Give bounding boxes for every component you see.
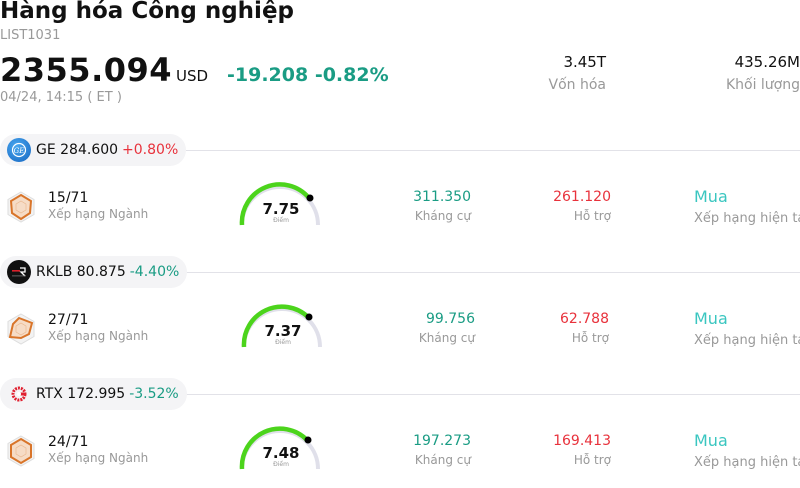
industry-rank: 24/71 [48, 434, 89, 450]
support-value: 62.788 [560, 311, 609, 327]
divider [186, 394, 800, 395]
resistance-value: 311.350 [413, 189, 471, 205]
stock-symbol-price: RTX 172.995 [36, 386, 126, 402]
rklb-logo-icon [7, 260, 31, 284]
score-gauge [241, 304, 322, 348]
resistance-value: 99.756 [426, 311, 475, 327]
resistance-label: Kháng cự [418, 331, 475, 345]
score-label: Điểm [273, 461, 289, 468]
support-value: 169.413 [553, 433, 611, 449]
support-label: Hỗ trợ [571, 331, 609, 345]
score-gauge [239, 182, 320, 226]
current-rating: Mua [694, 309, 728, 328]
index-change: -19.208 -0.82% [227, 64, 389, 86]
stock-change: -4.40% [129, 264, 180, 280]
resistance-value: 197.273 [413, 433, 471, 449]
svg-text:GE: GE [14, 147, 25, 155]
index-price: 2355.094 [0, 51, 173, 89]
current-rating-label: Xếp hạng hiện tại [694, 211, 800, 226]
currency: USD [176, 67, 209, 85]
resistance-label: Kháng cự [414, 209, 471, 223]
stock-change: +0.80% [122, 142, 179, 158]
current-rating-label: Xếp hạng hiện tại [694, 455, 800, 470]
volume-label: Khối lượng [725, 77, 800, 93]
score-value: 7.37 [264, 322, 302, 340]
score-value: 7.48 [262, 444, 300, 462]
industry-rank: 27/71 [48, 312, 89, 328]
support-label: Hỗ trợ [573, 209, 611, 223]
score-value: 7.75 [262, 200, 300, 218]
score-label: Điểm [273, 217, 289, 224]
page-title: Hàng hóa Công nghiệp [0, 0, 295, 24]
ge-logo-icon: GE [7, 138, 31, 162]
market-cap-value: 3.45T [563, 53, 606, 71]
stock-pill-ge[interactable]: GE GE 284.600 +0.80% [0, 134, 187, 166]
industry-rank-label: Xếp hạng Ngành [48, 451, 149, 465]
support-value: 261.120 [553, 189, 611, 205]
score-label: Điểm [275, 339, 291, 346]
divider [186, 272, 800, 273]
stock-symbol-price: GE 284.600 [36, 142, 119, 158]
hexagon-rank-icon [7, 435, 35, 467]
hexagon-rank-icon [7, 313, 35, 345]
market-cap-label: Vốn hóa [548, 77, 606, 93]
hexagon-rank-icon [7, 191, 35, 223]
industry-rank-label: Xếp hạng Ngành [48, 207, 149, 221]
stock-change: -3.52% [129, 386, 179, 402]
divider [186, 150, 800, 151]
score-gauge [239, 426, 320, 470]
stock-symbol-price: RKLB 80.875 [36, 264, 126, 280]
current-rating-label: Xếp hạng hiện tại [694, 333, 800, 348]
stock-pill-rklb[interactable]: RKLB 80.875 -4.40% [0, 256, 188, 288]
industry-rank: 15/71 [48, 190, 89, 206]
timestamp: 04/24, 14:15 ( ET ) [0, 90, 122, 105]
volume-value: 435.26M [734, 53, 800, 71]
list-code: LIST1031 [0, 28, 61, 43]
current-rating: Mua [694, 431, 728, 450]
stock-pill-rtx[interactable]: RTX 172.995 -3.52% [0, 378, 187, 410]
industry-rank-label: Xếp hạng Ngành [48, 329, 149, 343]
rtx-logo-icon [7, 382, 31, 406]
support-label: Hỗ trợ [573, 453, 611, 467]
current-rating: Mua [694, 187, 728, 206]
resistance-label: Kháng cự [414, 453, 471, 467]
